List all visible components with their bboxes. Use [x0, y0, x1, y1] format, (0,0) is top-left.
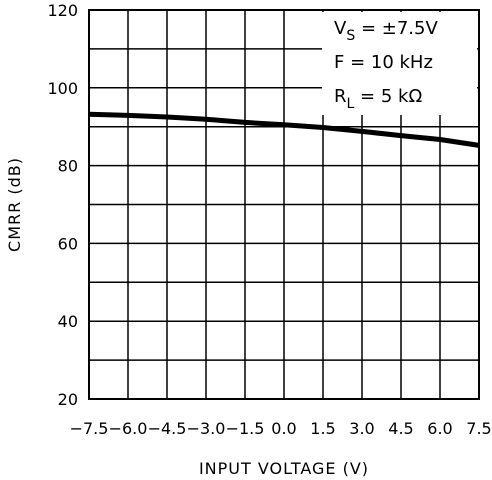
plot-frame	[88, 9, 480, 400]
x-tick-label: 4.5	[388, 419, 413, 438]
y-tick-labels: 20 40 60 80 100 120	[47, 1, 78, 409]
x-tick-label: −3.0	[187, 419, 226, 438]
x-tick-labels: −7.5 −6.0 −4.5 −3.0 −1.5 0.0 1.5 3.0 4.5 6.0 7.5	[70, 419, 492, 438]
x-tick-label: 3.0	[349, 419, 374, 438]
x-tick-label: −6.0	[109, 419, 148, 438]
y-axis-title: CMRR (dB)	[5, 157, 24, 252]
x-tick-label: 7.5	[466, 419, 491, 438]
annotation-line: VS = ±7.5V	[334, 18, 438, 44]
y-tick-label: 40	[58, 312, 78, 331]
y-tick-label: 20	[58, 390, 78, 409]
x-tick-label: 1.5	[310, 419, 335, 438]
x-tick-label: 6.0	[427, 419, 452, 438]
annotation-line: F = 10 kHz	[334, 52, 433, 73]
cmrr-series-line	[88, 111, 480, 148]
y-tick-label: 60	[58, 234, 78, 253]
y-tick-label: 120	[47, 1, 78, 20]
y-tick-label: 100	[47, 79, 78, 98]
x-axis-title: INPUT VOLTAGE (V)	[199, 459, 369, 478]
y-tick-label: 80	[58, 157, 78, 176]
x-tick-label: −1.5	[226, 419, 265, 438]
x-tick-label: 0.0	[271, 419, 296, 438]
annotation-box: VS = ±7.5V F = 10 kHz RL = 5 kΩ	[322, 12, 477, 115]
x-tick-label: −7.5	[70, 419, 109, 438]
annotation-background	[322, 12, 477, 115]
annotation-line: RL = 5 kΩ	[334, 86, 422, 112]
x-tick-label: −4.5	[148, 419, 187, 438]
